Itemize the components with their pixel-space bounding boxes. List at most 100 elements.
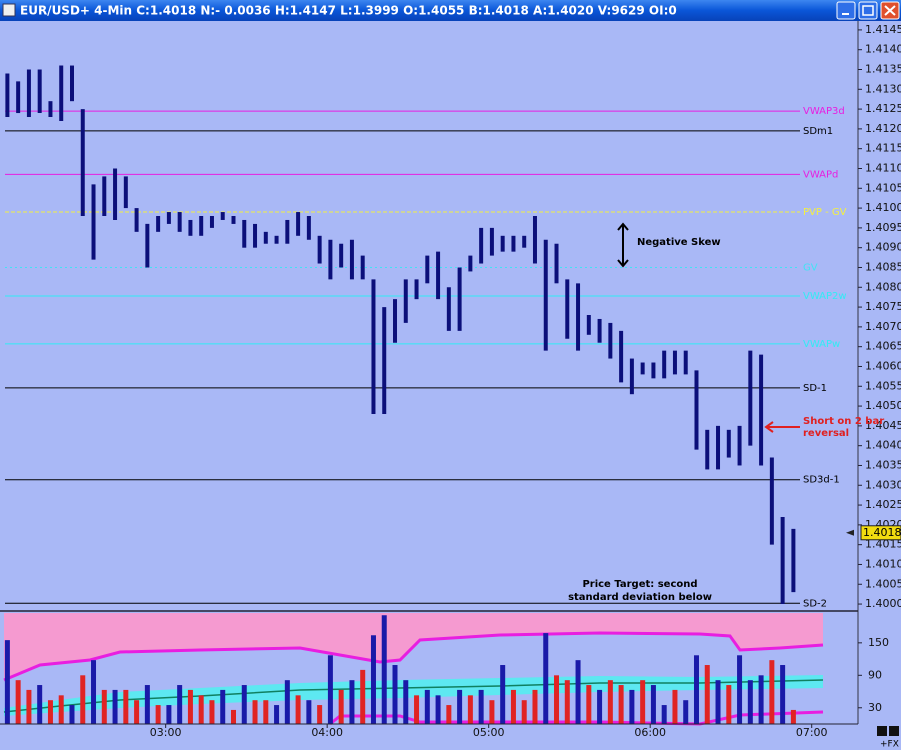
volume-bar (338, 689, 344, 724)
volume-bar (134, 700, 140, 724)
annotation: Price Target: second (582, 579, 697, 590)
y-tick-label: 1.4105 (865, 181, 901, 194)
y-tick-label: 1.4060 (865, 359, 901, 372)
level-label: SD3d-1 (803, 475, 840, 486)
volume-bar (112, 689, 118, 724)
volume-bar (403, 680, 409, 724)
y-tick-label: 1.4135 (865, 62, 901, 75)
volume-bar (47, 700, 53, 724)
level-label: VWAP2w (803, 291, 847, 302)
y-tick-label: 1.4085 (865, 260, 901, 273)
panel-control[interactable] (877, 726, 887, 736)
volume-bar (370, 635, 376, 724)
volume-bar (693, 655, 699, 724)
volume-bar (457, 689, 463, 724)
y-tick-label: 1.4040 (865, 439, 901, 452)
volume-bar (295, 695, 301, 724)
y-tick-label: 1.4120 (865, 122, 901, 135)
volume-bar (564, 680, 570, 724)
y-tick-label: 90 (868, 668, 882, 681)
volume-bar (26, 689, 32, 724)
skew-arrow (617, 222, 629, 268)
volume-average-band (4, 675, 823, 716)
volume-bar (166, 705, 172, 724)
y-tick-label: 1.4075 (865, 300, 901, 313)
annotation: standard deviation below (568, 592, 712, 603)
y-tick-label: 1.4000 (865, 597, 901, 610)
volume-bar (618, 685, 624, 724)
volume-bar (500, 665, 506, 724)
window-title: EUR/USD+ 4-Min C:1.4018 N:- 0.0036 H:1.4… (20, 4, 677, 18)
x-tick-label: 03:00 (150, 726, 182, 739)
level-label: PVP - GV (803, 207, 847, 218)
y-tick-label: 30 (868, 701, 882, 714)
volume-bar (360, 669, 366, 724)
volume-bar (726, 685, 732, 724)
y-tick-label: 1.4010 (865, 557, 901, 570)
y-tick-label: 1.4015 (865, 538, 901, 551)
volume-bar (758, 675, 764, 724)
volume-bar (349, 680, 355, 724)
volume-bar (69, 705, 75, 724)
y-tick-label: 150 (868, 636, 889, 649)
volume-bar (381, 615, 387, 724)
x-tick-label: 04:00 (311, 726, 343, 739)
volume-bar (683, 700, 689, 724)
y-tick-label: 1.4065 (865, 340, 901, 353)
level-label: SD-1 (803, 383, 827, 394)
volume-bar (414, 695, 420, 724)
title-bar (0, 0, 901, 21)
close-icon (884, 5, 896, 16)
volume-bar (37, 685, 43, 724)
panel-control[interactable] (889, 726, 899, 736)
y-tick-label: 1.4130 (865, 82, 901, 95)
volume-bar (446, 705, 452, 724)
volume-bar (144, 685, 150, 724)
level-label: VWAPd (803, 169, 838, 180)
volume-bar (467, 695, 473, 724)
volume-bar (435, 695, 441, 724)
volume-bar (575, 660, 581, 724)
y-tick-label: 1.4005 (865, 577, 901, 590)
maximize-icon (862, 5, 874, 16)
y-tick-label: 1.4050 (865, 399, 901, 412)
annotation: Short on 2 bar (803, 416, 884, 427)
last-price-box (860, 525, 901, 541)
volume-bar (769, 660, 775, 724)
y-tick-label: 1.4090 (865, 241, 901, 254)
volume-bar (672, 689, 678, 724)
volume-bar (317, 705, 323, 724)
volume-bar (327, 655, 333, 724)
y-tick-label: 1.4080 (865, 280, 901, 293)
volume-bar (650, 685, 656, 724)
x-tick-label: 05:00 (473, 726, 505, 739)
y-tick-label: 1.4045 (865, 419, 901, 432)
volume-bar (306, 700, 312, 724)
volume-bar (607, 680, 613, 724)
annotation: reversal (803, 428, 849, 439)
volume-bar (629, 689, 635, 724)
minimize-button[interactable] (836, 1, 856, 20)
level-label: GV (803, 262, 818, 273)
level-label: SDm1 (803, 126, 833, 137)
maximize-button[interactable] (858, 1, 878, 20)
volume-bar (532, 689, 538, 724)
volume-bar (274, 705, 280, 724)
annotation: Negative Skew (637, 237, 721, 248)
y-tick-label: 1.4095 (865, 221, 901, 234)
volume-bar (177, 685, 183, 724)
volume-bar (737, 655, 743, 724)
last-price-pointer (846, 529, 854, 536)
volume-bar (187, 689, 193, 724)
y-tick-label: 1.4110 (865, 161, 901, 174)
volume-bar (209, 700, 215, 724)
volume-bar (586, 685, 592, 724)
footer-label: +FX (880, 740, 899, 750)
x-tick-label: 07:00 (796, 726, 828, 739)
volume-bar (747, 680, 753, 724)
volume-bar (220, 689, 226, 724)
window-icon (2, 3, 16, 17)
level-label: SD-2 (803, 598, 827, 609)
